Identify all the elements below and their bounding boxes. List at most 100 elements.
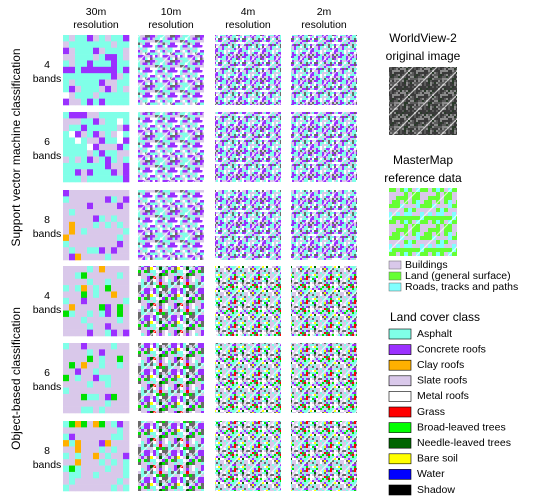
tile-pixel <box>63 209 70 216</box>
tile-pixel <box>93 196 100 204</box>
legend-label: Shadow <box>417 484 455 496</box>
tile-pixel <box>69 484 76 492</box>
tile-pixel <box>69 400 76 407</box>
tile-pixel <box>81 143 88 151</box>
tile-pixel <box>111 240 118 248</box>
tile-pixel <box>69 433 76 441</box>
tile-texture <box>291 266 357 336</box>
tile-pixel <box>105 54 112 61</box>
tile-pixel <box>69 406 76 414</box>
tile-pixel <box>63 484 70 492</box>
tile-pixel <box>75 112 82 119</box>
tile-pixel <box>81 427 88 435</box>
classification-tile <box>138 190 204 260</box>
tile-pixel <box>99 304 106 311</box>
tile-pixel <box>81 85 88 93</box>
tile-pixel <box>81 202 88 210</box>
tile-pixel <box>99 297 106 305</box>
tile-pixel <box>63 156 70 164</box>
tile-pixel <box>99 349 106 357</box>
tile-pixel <box>87 381 94 388</box>
tile-pixel <box>111 387 118 395</box>
classification-tile <box>291 112 357 182</box>
tile-pixel <box>93 374 100 382</box>
column-header: 30m <box>86 6 107 18</box>
tile-pixel <box>117 406 124 414</box>
tile-pixel <box>87 478 94 485</box>
row-label: bands <box>33 228 62 240</box>
tile-pixel <box>111 459 118 466</box>
tile-pixel <box>117 150 124 157</box>
tile-pixel <box>87 272 94 280</box>
row-label: 4 <box>44 290 50 302</box>
tile-pixel <box>99 421 106 428</box>
tile-pixel <box>63 381 70 388</box>
tile-pixel <box>75 98 82 106</box>
tile-pixel <box>81 150 88 157</box>
tile-pixel <box>123 285 130 292</box>
tile-pixel <box>93 131 100 138</box>
tile-pixel <box>63 355 70 363</box>
tile-pixel <box>123 368 130 376</box>
tile-pixel <box>87 266 94 273</box>
tile-pixel <box>99 381 106 388</box>
tile-pixel <box>99 234 106 242</box>
tile-pixel <box>117 240 124 248</box>
tile-pixel <box>75 433 82 441</box>
tile-pixel <box>75 329 82 337</box>
group-title: Support vector machine classification <box>9 48 23 246</box>
tile-pixel <box>123 374 130 382</box>
tile-pixel <box>63 297 70 305</box>
tile-pixel <box>105 285 112 292</box>
tile-pixel <box>111 421 118 428</box>
tile-pixel <box>123 304 130 311</box>
tile-pixel <box>81 323 88 330</box>
legend-swatch <box>388 344 412 355</box>
tile-pixel <box>81 66 88 74</box>
tile-pixel <box>87 310 94 318</box>
tile-pixel <box>111 35 118 42</box>
tile-pixel <box>111 452 118 460</box>
tile-pixel <box>123 150 130 157</box>
classification-tile <box>138 35 204 105</box>
tile-pixel <box>81 406 88 414</box>
tile-pixel <box>81 362 88 369</box>
tile-pixel <box>105 266 112 273</box>
tile-pixel <box>99 253 106 261</box>
tile-pixel <box>99 355 106 363</box>
tile-pixel <box>117 316 124 324</box>
tile-pixel <box>87 393 94 401</box>
tile-pixel <box>111 440 118 447</box>
tile-pixel <box>63 234 70 242</box>
tile-pixel <box>111 446 118 454</box>
tile-pixel <box>69 137 76 145</box>
tile-pixel <box>87 124 94 132</box>
tile-pixel <box>75 478 82 485</box>
tile-pixel <box>87 471 94 479</box>
tile-pixel <box>63 215 70 223</box>
tile-pixel <box>105 329 112 337</box>
tile-pixel <box>87 98 94 106</box>
tile-pixel <box>81 266 88 273</box>
tile-pixel <box>87 156 94 164</box>
tile-pixel <box>75 368 82 376</box>
tile-pixel <box>63 247 70 254</box>
tile-pixel <box>99 329 106 337</box>
tile-pixel <box>75 349 82 357</box>
tile-pixel <box>69 285 76 292</box>
tile-pixel <box>69 343 76 350</box>
tile-pixel <box>123 400 130 407</box>
tile-pixel <box>93 85 100 93</box>
tile-pixel <box>69 150 76 157</box>
tile-pixel <box>93 234 100 242</box>
tile-pixel <box>93 393 100 401</box>
tile-pixel <box>111 297 118 305</box>
tile-pixel <box>81 329 88 337</box>
column-header: 4m <box>241 6 256 18</box>
tile-pixel <box>99 66 106 74</box>
tile-pixel <box>75 446 82 454</box>
tile-pixel <box>105 387 112 395</box>
tile-pixel <box>81 169 88 176</box>
classification-tile <box>291 266 357 336</box>
tile-pixel <box>69 452 76 460</box>
